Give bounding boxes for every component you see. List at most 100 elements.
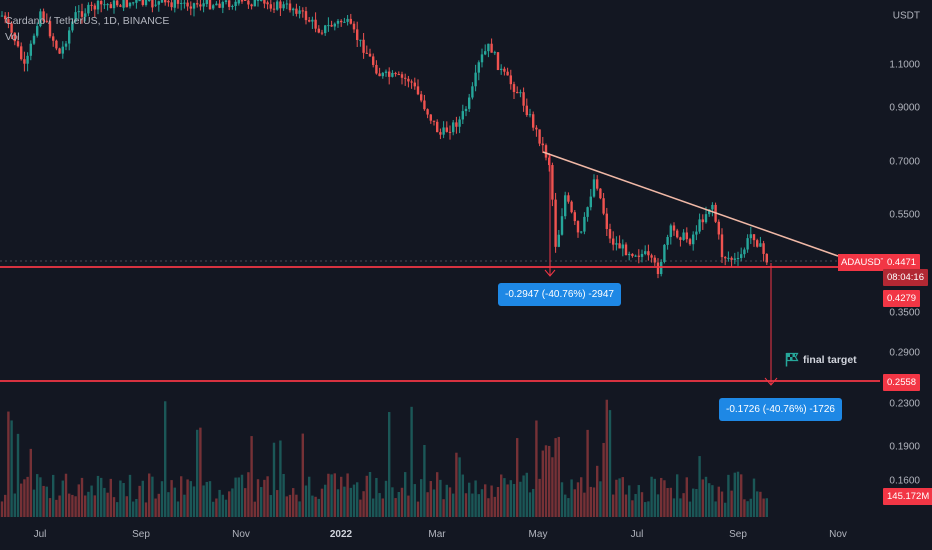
candle-body	[410, 81, 413, 83]
volume-bar	[304, 485, 308, 517]
candle-body	[439, 132, 442, 135]
checkered-flag-icon	[785, 352, 799, 367]
candle-body	[39, 11, 42, 27]
volume-bar	[445, 484, 448, 517]
volume-bar	[58, 495, 61, 517]
volume-bar	[320, 488, 324, 517]
candle-body	[375, 64, 378, 74]
volume-bar	[311, 495, 314, 517]
candle-body	[676, 230, 679, 238]
support-level-tag: 0.4279	[883, 290, 921, 307]
candle-body	[279, 1, 282, 9]
candle-body	[496, 52, 500, 70]
candle-body	[186, 2, 189, 7]
candle-body	[340, 20, 343, 23]
volume-bar	[333, 473, 336, 517]
symbol-title: Cardano / TetherUS, 1D, BINANCE	[5, 15, 170, 27]
volume-bar	[474, 480, 477, 517]
currency-label: USDT	[892, 10, 920, 22]
volume-bar	[442, 499, 445, 517]
volume-bar	[186, 479, 189, 517]
candle-body	[602, 198, 605, 214]
volume-bar	[496, 486, 500, 517]
volume-bar	[695, 488, 698, 517]
candle-body	[429, 114, 432, 121]
candle-body	[365, 52, 368, 54]
candle-body	[61, 46, 64, 54]
candle-body	[592, 179, 596, 197]
volume-bar	[631, 500, 634, 517]
volume-bar	[215, 498, 218, 517]
volume-bar	[541, 450, 544, 517]
volume-bar	[90, 485, 93, 517]
volume-bar	[208, 481, 212, 517]
volume-bar	[548, 445, 551, 517]
candle-body	[538, 129, 541, 144]
volume-bar	[426, 492, 429, 517]
volume-bar	[410, 406, 413, 517]
volume-bar	[23, 479, 26, 517]
volume-bar	[52, 474, 55, 517]
candle-body	[762, 243, 765, 254]
volume-bar	[183, 494, 186, 517]
candle-body	[151, 0, 154, 8]
volume-bar	[404, 472, 407, 517]
volume-indicator-label[interactable]: Vol	[5, 31, 20, 43]
candle-body	[29, 43, 32, 56]
candle-body	[160, 0, 164, 3]
candle-body	[544, 145, 548, 158]
candle-body	[157, 1, 160, 5]
candle-body	[685, 232, 688, 240]
time-tick-label: Nov	[829, 529, 847, 540]
volume-bar	[157, 493, 160, 517]
volume-bar	[295, 494, 298, 517]
candle-body	[624, 244, 628, 256]
candle-body	[301, 10, 304, 12]
candle-body	[599, 188, 602, 199]
candle-body	[260, 0, 263, 1]
volume-bar	[0, 501, 4, 517]
volume-bar	[663, 480, 666, 517]
volume-bar	[45, 486, 48, 517]
volume-bar	[743, 499, 746, 517]
volume-bar	[196, 429, 199, 517]
candle-body	[196, 3, 199, 5]
candle-body	[244, 0, 247, 1]
measure-box-second[interactable]: -0.1726 (-40.76%) -1726	[719, 398, 842, 421]
candle-body	[669, 225, 672, 237]
candle-body	[141, 0, 144, 5]
volume-bar	[698, 456, 701, 517]
volume-bar	[10, 420, 13, 517]
candle-body	[445, 127, 448, 132]
candle-body	[461, 111, 464, 120]
candle-body	[119, 5, 122, 7]
target-level-tag: 0.2558	[883, 374, 921, 391]
volume-bar	[589, 486, 592, 517]
volume-bar	[621, 477, 624, 517]
volume-bar	[212, 501, 215, 517]
candle-body	[333, 23, 336, 27]
candle-body	[589, 196, 592, 208]
candle-body	[480, 54, 484, 63]
price-tick-label: 1.1000	[889, 59, 920, 71]
candle-body	[509, 75, 512, 85]
volume-bar	[608, 410, 612, 517]
candle-body	[596, 179, 599, 189]
volume-bar	[724, 502, 727, 517]
volume-bar	[20, 483, 23, 517]
candle-body	[487, 43, 490, 52]
price-tick-label: 0.5500	[889, 209, 920, 221]
measure-box-first[interactable]: -0.2947 (-40.76%) -2947	[498, 283, 621, 306]
candle-body	[116, 0, 119, 6]
candle-body	[93, 5, 96, 10]
candle-body	[452, 122, 455, 133]
volume-bar	[100, 477, 103, 517]
volume-bar	[260, 487, 263, 517]
countdown-tag: 08:04:16	[883, 269, 928, 286]
candle-body	[356, 29, 359, 41]
final-target-annotation[interactable]: final target	[785, 352, 857, 367]
volume-bar	[394, 498, 397, 517]
volume-bar	[122, 483, 125, 517]
